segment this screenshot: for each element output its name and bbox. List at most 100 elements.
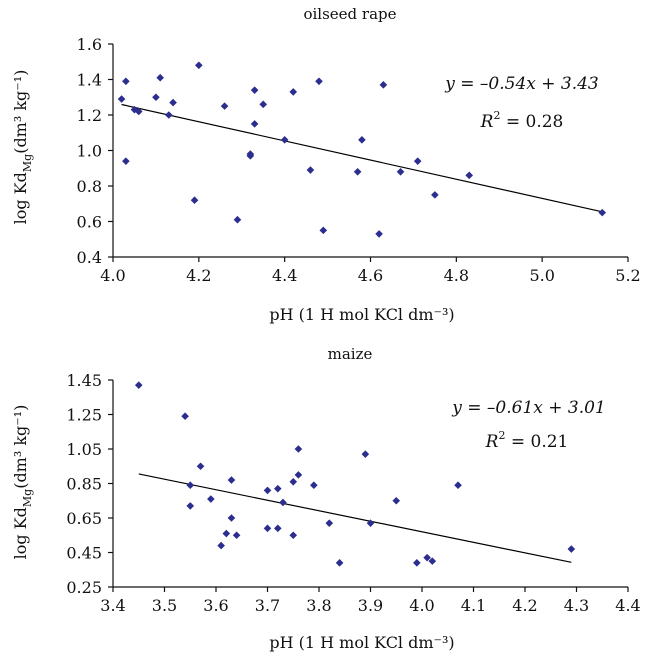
- data-point: [156, 73, 165, 82]
- data-point: [289, 88, 298, 96]
- y-axis-label: log KdMg(dm³ kg⁻¹): [11, 405, 34, 560]
- x-tick-labels: 4.0 4.2 4.4 4.6 4.8 5.0 5.2: [100, 266, 640, 285]
- x-tick-label: 3.4: [100, 596, 125, 615]
- r-squared-power: 2: [498, 429, 505, 442]
- x-tick-label: 4.3: [564, 596, 589, 615]
- data-points: [134, 381, 576, 567]
- x-tick-label: 4.1: [461, 596, 486, 615]
- data-point: [196, 462, 205, 471]
- data-point: [122, 157, 130, 165]
- chart-title: oilseed rape: [303, 5, 396, 23]
- y-tick-label: 0.8: [77, 177, 102, 196]
- y-tick-label: 0.25: [66, 578, 102, 597]
- y-tick-label: 1.05: [66, 440, 102, 459]
- data-point: [294, 445, 303, 453]
- data-point: [289, 477, 298, 486]
- data-point: [280, 136, 289, 144]
- y-tick-label: 1.4: [77, 71, 102, 90]
- data-point: [207, 495, 215, 503]
- data-point: [358, 136, 366, 144]
- data-point: [294, 471, 303, 479]
- x-tick-labels: 3.4 3.5 3.6 3.7 3.8 3.9 4.0 4.1 4.2 4.3 4.4: [100, 596, 640, 615]
- regression-equation: y = –0.61x + 3.01: [451, 398, 606, 418]
- x-tick-label: 4.4: [615, 596, 640, 615]
- data-point: [250, 86, 259, 94]
- data-point: [428, 557, 437, 565]
- data-point: [279, 498, 287, 507]
- y-axis-label-unit: (dm³ kg⁻¹): [11, 405, 30, 489]
- data-point: [169, 98, 177, 107]
- data-point: [306, 166, 315, 174]
- y-tick-label: 1.0: [77, 142, 102, 161]
- y-tick-label: 1.45: [66, 371, 102, 390]
- data-point: [117, 95, 126, 103]
- data-point: [222, 529, 231, 538]
- y-tick-label: 1.6: [77, 35, 102, 54]
- data-point: [423, 553, 431, 562]
- x-tick-label: 4.2: [186, 266, 211, 285]
- x-tick-label: 3.7: [255, 596, 280, 615]
- data-point: [396, 168, 405, 176]
- data-point: [567, 545, 576, 553]
- data-point: [310, 481, 318, 490]
- data-point: [232, 531, 241, 540]
- y-axis-label-main: log Kd: [11, 507, 30, 559]
- y-tick-label: 0.6: [77, 213, 102, 232]
- data-point: [250, 120, 259, 128]
- r-squared-symbol: R: [485, 432, 499, 452]
- data-point: [335, 559, 344, 567]
- data-point: [366, 519, 375, 527]
- y-tick-label: 1.2: [77, 106, 102, 125]
- data-point: [220, 102, 229, 110]
- data-point: [353, 168, 362, 176]
- r-squared-symbol: R: [480, 112, 494, 132]
- data-point: [227, 476, 236, 484]
- y-tick-labels: 0.4 0.6 0.8 1.0 1.2 1.4 1.6: [77, 35, 102, 267]
- data-point: [134, 107, 143, 116]
- x-tick-label: 4.0: [409, 596, 434, 615]
- y-axis-label-subscript: Mg: [21, 154, 34, 172]
- r-squared-power: 2: [493, 109, 500, 122]
- x-tick-label: 4.4: [272, 266, 297, 285]
- y-tick-label: 0.4: [77, 248, 102, 267]
- x-tick-label: 3.5: [152, 596, 177, 615]
- data-point: [217, 541, 225, 550]
- x-axis-label: pH (1 H mol KCl dm⁻³): [269, 305, 454, 324]
- y-tick-label: 0.85: [66, 475, 102, 494]
- y-axis-label-unit: (dm³ kg⁻¹): [11, 70, 30, 154]
- data-point: [181, 412, 189, 421]
- x-tick-label: 4.2: [512, 596, 537, 615]
- chart-title: maize: [328, 345, 373, 363]
- chart-oilseed-rape: oilseed rape 0.40.60.81.01.21.41.6 4.0 4.…: [11, 5, 641, 324]
- data-point: [164, 111, 173, 119]
- y-tick-label: 0.45: [66, 544, 102, 563]
- data-point: [134, 381, 143, 389]
- y-axis-label-main: log Kd: [11, 172, 30, 224]
- data-point: [319, 226, 328, 235]
- data-point: [325, 519, 334, 527]
- data-point: [413, 157, 422, 165]
- data-point: [227, 514, 236, 522]
- data-point: [375, 230, 383, 238]
- data-point: [454, 481, 462, 490]
- data-point: [392, 496, 401, 505]
- x-tick-label: 3.6: [203, 596, 228, 615]
- x-tick-label: 5.0: [529, 266, 554, 285]
- r-squared-value: = 0.21: [505, 432, 568, 452]
- r-squared-value: = 0.28: [500, 112, 563, 132]
- x-axis-label: pH (1 H mol KCl dm⁻³): [269, 633, 454, 652]
- trend-line: [138, 473, 572, 563]
- data-point: [122, 77, 130, 86]
- data-point: [598, 208, 607, 217]
- data-point: [274, 484, 282, 493]
- data-point: [190, 196, 199, 204]
- data-point: [361, 450, 370, 458]
- y-tick-labels: 0.25 0.45 0.65 0.85 1.05 1.25 1.45: [66, 371, 102, 597]
- data-point: [246, 150, 255, 158]
- data-point: [289, 531, 298, 540]
- y-tick-label: 1.25: [66, 406, 102, 425]
- data-points: [117, 61, 607, 238]
- data-point: [274, 524, 282, 533]
- data-point: [263, 524, 272, 533]
- data-point: [263, 486, 272, 495]
